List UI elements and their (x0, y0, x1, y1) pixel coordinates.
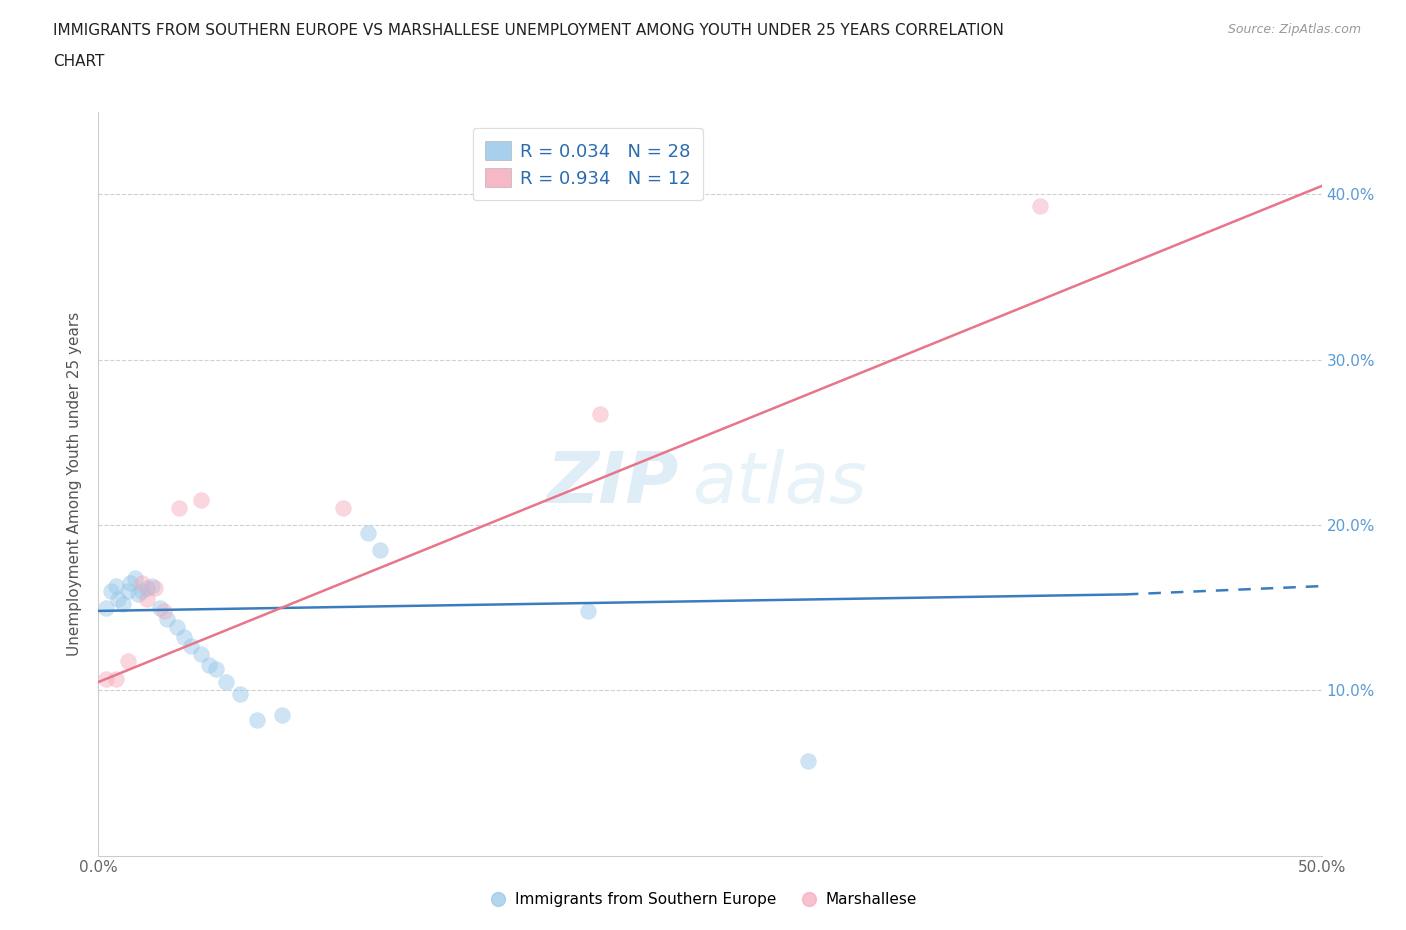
Legend: R = 0.034   N = 28, R = 0.934   N = 12: R = 0.034 N = 28, R = 0.934 N = 12 (472, 128, 703, 200)
Point (141, 578, 163, 593)
Legend: Immigrants from Southern Europe, Marshallese: Immigrants from Southern Europe, Marshal… (484, 886, 922, 913)
Point (153, 604, 176, 618)
Point (149, 600, 172, 615)
Point (117, 653, 139, 668)
Point (94, 600, 117, 615)
Point (167, 501, 190, 516)
Point (100, 584, 122, 599)
Point (589, 406, 612, 421)
Point (180, 638, 202, 653)
Point (229, 686, 252, 701)
Point (136, 580, 159, 595)
Point (94, 671, 117, 686)
Point (1029, 198, 1052, 213)
Point (190, 646, 212, 661)
Point (120, 576, 142, 591)
Point (197, 658, 219, 673)
Point (143, 580, 166, 595)
Point (104, 578, 127, 593)
Point (356, 525, 378, 540)
Point (214, 674, 236, 689)
Text: atlas: atlas (692, 449, 866, 518)
Point (127, 587, 149, 602)
Point (104, 671, 127, 686)
Point (205, 661, 228, 676)
Point (246, 712, 269, 727)
Point (166, 620, 188, 635)
Point (332, 501, 354, 516)
Point (117, 584, 139, 599)
Point (131, 584, 153, 599)
Point (131, 576, 153, 591)
Y-axis label: Unemployment Among Youth under 25 years: Unemployment Among Youth under 25 years (67, 312, 83, 656)
Point (576, 604, 599, 618)
Point (797, 754, 820, 769)
Text: Source: ZipAtlas.com: Source: ZipAtlas.com (1227, 23, 1361, 36)
Text: ZIP: ZIP (547, 449, 679, 518)
Point (190, 493, 212, 508)
Point (136, 591, 159, 606)
Point (124, 570, 146, 585)
Text: IMMIGRANTS FROM SOUTHERN EUROPE VS MARSHALLESE UNEMPLOYMENT AMONG YOUTH UNDER 25: IMMIGRANTS FROM SOUTHERN EUROPE VS MARSH… (53, 23, 1004, 38)
Point (111, 597, 134, 612)
Point (368, 542, 391, 557)
Point (270, 708, 294, 723)
Text: CHART: CHART (53, 54, 105, 69)
Point (173, 630, 195, 644)
Point (107, 591, 129, 606)
Point (156, 612, 179, 627)
